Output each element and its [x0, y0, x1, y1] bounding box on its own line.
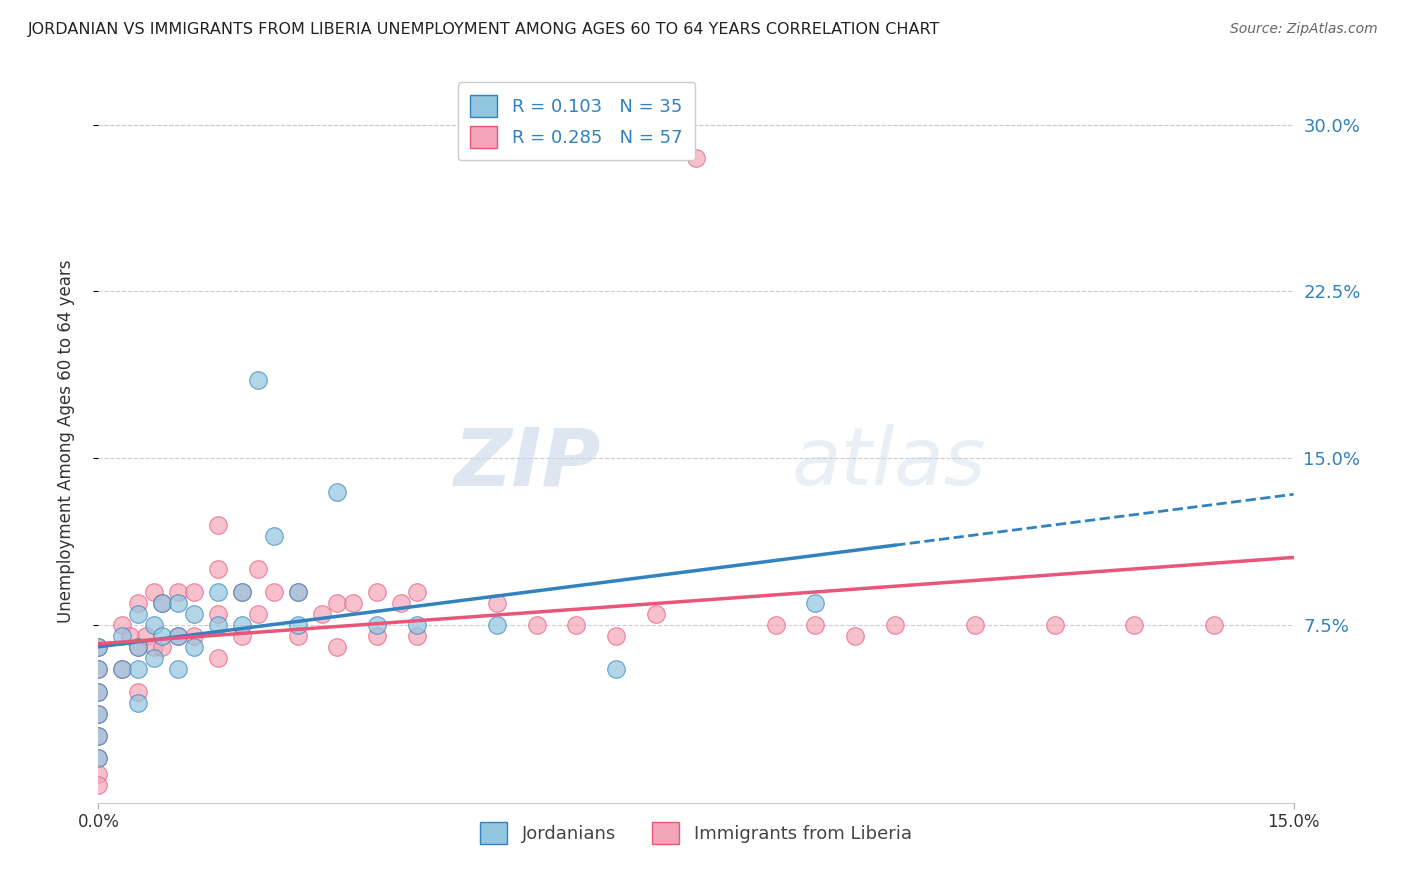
- Point: [685, 151, 707, 165]
- Point: [1043, 618, 1066, 632]
- Point: [150, 640, 173, 655]
- Point: [366, 629, 388, 643]
- Point: [765, 618, 787, 632]
- Point: [605, 662, 627, 676]
- Point: [143, 640, 166, 655]
- Point: [150, 596, 173, 610]
- Point: [167, 584, 190, 599]
- Point: [127, 640, 149, 655]
- Point: [87, 684, 110, 698]
- Point: [311, 607, 333, 621]
- Point: [127, 684, 149, 698]
- Point: [111, 662, 134, 676]
- Point: [287, 584, 309, 599]
- Point: [263, 529, 285, 543]
- Point: [87, 751, 110, 765]
- Point: [366, 618, 388, 632]
- Point: [111, 662, 134, 676]
- Point: [127, 607, 149, 621]
- Point: [963, 618, 986, 632]
- Point: [366, 584, 388, 599]
- Point: [207, 562, 229, 576]
- Point: [406, 618, 429, 632]
- Point: [406, 584, 429, 599]
- Point: [207, 607, 229, 621]
- Point: [207, 517, 229, 532]
- Point: [87, 706, 110, 721]
- Legend: Jordanians, Immigrants from Liberia: Jordanians, Immigrants from Liberia: [472, 815, 920, 852]
- Point: [605, 629, 627, 643]
- Point: [207, 618, 229, 632]
- Point: [87, 640, 110, 655]
- Point: [884, 618, 907, 632]
- Y-axis label: Unemployment Among Ages 60 to 64 years: Unemployment Among Ages 60 to 64 years: [56, 260, 75, 624]
- Point: [143, 584, 166, 599]
- Point: [389, 596, 412, 610]
- Point: [326, 596, 349, 610]
- Point: [326, 640, 349, 655]
- Text: JORDANIAN VS IMMIGRANTS FROM LIBERIA UNEMPLOYMENT AMONG AGES 60 TO 64 YEARS CORR: JORDANIAN VS IMMIGRANTS FROM LIBERIA UNE…: [28, 22, 941, 37]
- Point: [526, 618, 548, 632]
- Point: [565, 618, 588, 632]
- Point: [231, 629, 253, 643]
- Point: [167, 629, 190, 643]
- Point: [127, 596, 149, 610]
- Point: [645, 607, 668, 621]
- Point: [406, 629, 429, 643]
- Point: [87, 640, 110, 655]
- Point: [167, 596, 190, 610]
- Point: [87, 778, 110, 792]
- Point: [485, 596, 508, 610]
- Point: [287, 584, 309, 599]
- Point: [87, 684, 110, 698]
- Point: [143, 618, 166, 632]
- Point: [120, 629, 142, 643]
- Point: [87, 729, 110, 743]
- Text: ZIP: ZIP: [453, 425, 600, 502]
- Point: [87, 729, 110, 743]
- Point: [1123, 618, 1146, 632]
- Point: [127, 696, 149, 710]
- Point: [246, 607, 269, 621]
- Point: [246, 562, 269, 576]
- Point: [207, 651, 229, 665]
- Text: Source: ZipAtlas.com: Source: ZipAtlas.com: [1230, 22, 1378, 37]
- Point: [844, 629, 866, 643]
- Point: [263, 584, 285, 599]
- Point: [127, 640, 149, 655]
- Point: [231, 618, 253, 632]
- Point: [111, 629, 134, 643]
- Point: [127, 662, 149, 676]
- Point: [167, 629, 190, 643]
- Text: atlas: atlas: [792, 425, 987, 502]
- Point: [287, 629, 309, 643]
- Point: [326, 484, 349, 499]
- Point: [87, 706, 110, 721]
- Point: [231, 584, 253, 599]
- Point: [207, 584, 229, 599]
- Point: [287, 618, 309, 632]
- Point: [1202, 618, 1225, 632]
- Point: [111, 618, 134, 632]
- Point: [135, 629, 157, 643]
- Point: [87, 751, 110, 765]
- Point: [485, 618, 508, 632]
- Point: [183, 640, 205, 655]
- Point: [183, 607, 205, 621]
- Point: [231, 584, 253, 599]
- Point: [804, 618, 827, 632]
- Point: [183, 584, 205, 599]
- Point: [804, 596, 827, 610]
- Point: [150, 596, 173, 610]
- Point: [87, 662, 110, 676]
- Point: [183, 629, 205, 643]
- Point: [87, 662, 110, 676]
- Point: [87, 767, 110, 781]
- Point: [246, 373, 269, 387]
- Point: [143, 651, 166, 665]
- Point: [150, 629, 173, 643]
- Point: [167, 662, 190, 676]
- Point: [342, 596, 364, 610]
